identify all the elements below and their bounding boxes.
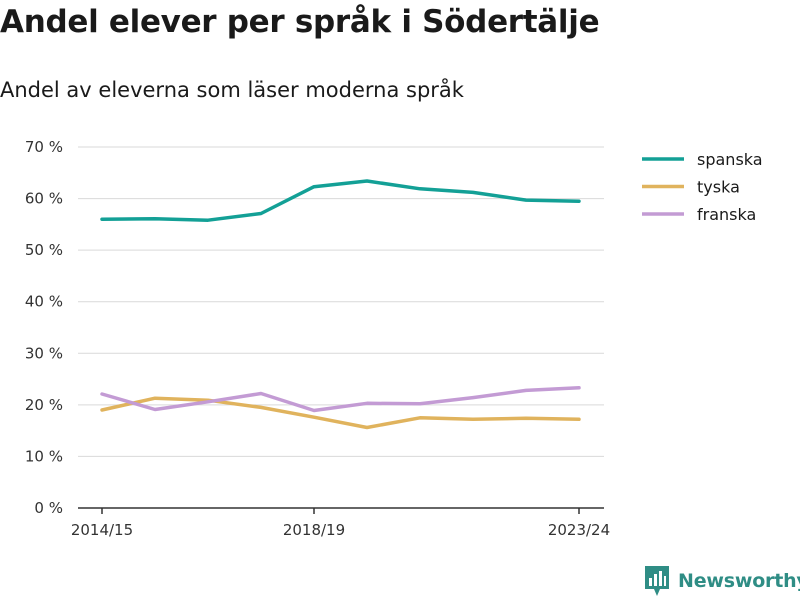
chart-title: Andel elever per språk i Södertälje bbox=[0, 4, 600, 40]
legend: spanska tyska franska bbox=[642, 150, 763, 224]
legend-label-tyska: tyska bbox=[697, 178, 740, 197]
series-line-tyska bbox=[100, 396, 581, 430]
x-tick-label: 2023/24 bbox=[548, 521, 610, 539]
legend-label-franska: franska bbox=[697, 205, 756, 224]
y-tick-label: 70 % bbox=[25, 138, 63, 156]
x-tick-label: 2014/15 bbox=[71, 521, 133, 539]
newsworthy-logo-icon bbox=[645, 566, 669, 596]
x-axis: 2014/15 2018/19 2023/24 bbox=[71, 507, 610, 539]
newsworthy-brand: Newsworthy bbox=[645, 566, 800, 596]
y-tick-label: 30 % bbox=[25, 344, 63, 362]
series-line-spanska bbox=[100, 179, 581, 222]
y-tick-label: 50 % bbox=[25, 241, 63, 259]
y-axis-ticks: 0 % 10 % 20 % 30 % 40 % 50 % 60 % 70 % bbox=[25, 138, 63, 517]
y-tick-label: 0 % bbox=[34, 499, 63, 517]
chart-subtitle: Andel av eleverna som läser moderna språ… bbox=[0, 78, 464, 102]
legend-label-spanska: spanska bbox=[697, 150, 763, 169]
brand-name: Newsworthy bbox=[678, 570, 800, 592]
y-tick-label: 40 % bbox=[25, 293, 63, 311]
y-tick-label: 60 % bbox=[25, 190, 63, 208]
series-line-franska bbox=[100, 386, 581, 413]
y-tick-label: 10 % bbox=[25, 447, 63, 465]
x-tick-label: 2018/19 bbox=[283, 521, 345, 539]
y-tick-label: 20 % bbox=[25, 396, 63, 414]
series-lines bbox=[100, 179, 581, 430]
